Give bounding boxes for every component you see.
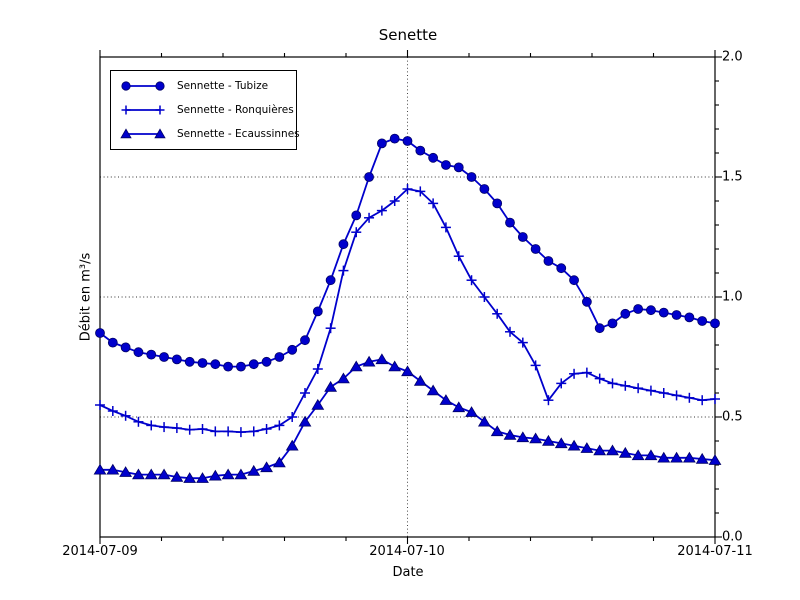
y-tick-label-2: 1.0 bbox=[722, 289, 743, 305]
legend: Sennette - Tubize Sennette - Ronquières … bbox=[110, 70, 300, 150]
legend-item: Sennette - Tubize bbox=[111, 79, 296, 93]
y-tick-label-0: 0.0 bbox=[722, 529, 743, 545]
y-axis-label: Débit en m³/s bbox=[78, 252, 94, 342]
legend-item: Sennette - Ecaussinnes bbox=[111, 127, 300, 141]
legend-marker-plus-icon bbox=[121, 105, 165, 115]
x-tick-label-0: 2014-07-09 bbox=[62, 544, 138, 559]
legend-marker-triangle-icon bbox=[120, 128, 166, 139]
x-tick-label-2: 2014-07-11 bbox=[677, 544, 753, 559]
legend-marker-circle-icon bbox=[121, 81, 165, 91]
x-tick-label-1: 2014-07-10 bbox=[369, 544, 445, 559]
x-axis-label: Date bbox=[392, 565, 424, 580]
y-tick-label-4: 2.0 bbox=[722, 49, 743, 65]
chart-title: Senette bbox=[378, 26, 438, 44]
y-tick-label-3: 1.5 bbox=[722, 169, 743, 185]
y-tick-label-1: 0.5 bbox=[722, 409, 743, 425]
legend-label: Sennette - Ecaussinnes bbox=[177, 128, 300, 140]
legend-label: Sennette - Ronquières bbox=[177, 104, 294, 116]
legend-item: Sennette - Ronquières bbox=[111, 103, 296, 117]
legend-label: Sennette - Tubize bbox=[177, 80, 269, 92]
